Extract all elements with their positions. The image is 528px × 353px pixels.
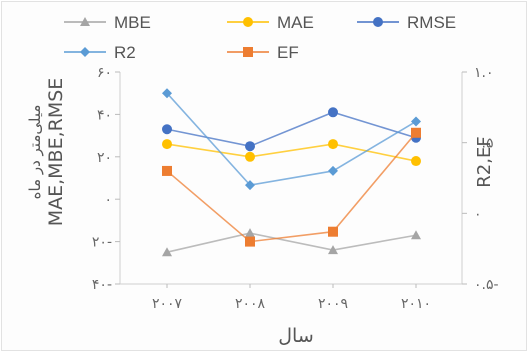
series-line-ef: [166, 132, 417, 243]
x-tick-label: ۲۰۱۰: [401, 296, 431, 312]
left-tick-label: ۴۰: [97, 107, 112, 123]
series-layer: [162, 88, 421, 257]
data-point-mae: [411, 156, 421, 167]
data-point-ef: [411, 127, 421, 138]
right-tick-label: ۰: [474, 206, 482, 222]
legend-marker-rmse: [373, 17, 383, 27]
x-tick-label: ۲۰۰۸: [235, 296, 266, 312]
data-point-mbe: [328, 245, 338, 255]
series-line-mbe: [166, 232, 417, 253]
left-tick-label: ۴۰-: [92, 277, 112, 293]
legend: MBE MAE RMSE R2 EF: [64, 13, 456, 62]
data-point-mae: [245, 151, 255, 162]
series-line-mae: [166, 143, 417, 162]
legend-item-mbe: MBE: [64, 13, 151, 32]
legend-item-ef: EF: [227, 43, 299, 62]
legend-label: R2: [114, 43, 136, 62]
axes: ۶۰ ۴۰ ۲۰ ۰ ۲۰- ۴۰- ۱.۰ ۰.۵ ۰ ۰.۵- ۲۰۰۷ ۲۰۰۸ ۲۰۰۹ ۲۰۱۰: [92, 65, 499, 312]
data-point-mae: [328, 139, 338, 150]
series-line-r2: [166, 92, 417, 186]
data-point-ef: [162, 165, 172, 176]
legend-marker-mae: [243, 17, 253, 27]
series-line-rmse: [166, 111, 417, 148]
legend-label: RMSE: [407, 13, 456, 32]
right-tick-label: ۰.۵-: [474, 277, 499, 293]
data-point-r2: [162, 88, 172, 99]
data-point-rmse: [328, 107, 338, 118]
left-tick-label: ۲۰: [97, 150, 112, 166]
left-axis-subtitle: میلی‌متر در ماه: [26, 105, 44, 200]
data-point-r2: [328, 165, 338, 176]
legend-item-r2: R2: [64, 43, 136, 62]
x-axis-title: سال: [278, 325, 314, 347]
data-point-ef: [245, 236, 255, 247]
data-point-r2: [411, 116, 421, 127]
legend-label: MAE: [277, 13, 314, 32]
left-axis-title: MAE,MBE,RMSE: [45, 78, 67, 227]
legend-marker-ef: [243, 47, 253, 57]
data-point-mbe: [245, 228, 255, 238]
series-r2: [162, 88, 421, 191]
series-ef: [162, 127, 421, 247]
data-point-mae: [162, 139, 172, 150]
chart-svg: MBE MAE RMSE R2 EF ۶۰ ۴۰ ۲۰ ۰ ۲۰- ۴۰- ۱.۰ ۰.۵ ۰ ۰.۵- ۲…: [26, 13, 499, 347]
left-tick-label: ۰: [104, 192, 112, 208]
legend-marker-r2: [80, 47, 90, 57]
data-point-mbe: [411, 230, 421, 240]
legend-item-rmse: RMSE: [357, 13, 456, 32]
data-point-r2: [245, 180, 255, 191]
data-point-rmse: [245, 141, 255, 152]
legend-item-mae: MAE: [227, 13, 314, 32]
right-axis-title: R2,EF: [474, 136, 495, 187]
x-tick-label: ۲۰۰۷: [152, 296, 183, 312]
series-mae: [162, 139, 421, 167]
data-point-rmse: [162, 124, 172, 135]
right-tick-label: ۱.۰: [474, 65, 494, 81]
legend-marker-mbe: [80, 17, 90, 26]
data-point-ef: [328, 226, 338, 237]
series-mbe: [162, 228, 421, 257]
left-tick-label: ۶۰: [97, 65, 112, 81]
right-tick-label: ۰.۵: [474, 136, 494, 152]
data-point-mbe: [162, 247, 172, 257]
legend-label: MBE: [114, 13, 151, 32]
series-rmse: [162, 107, 421, 152]
legend-label: EF: [277, 43, 299, 62]
left-tick-label: ۲۰-: [92, 235, 112, 251]
x-tick-label: ۲۰۰۹: [318, 296, 348, 312]
